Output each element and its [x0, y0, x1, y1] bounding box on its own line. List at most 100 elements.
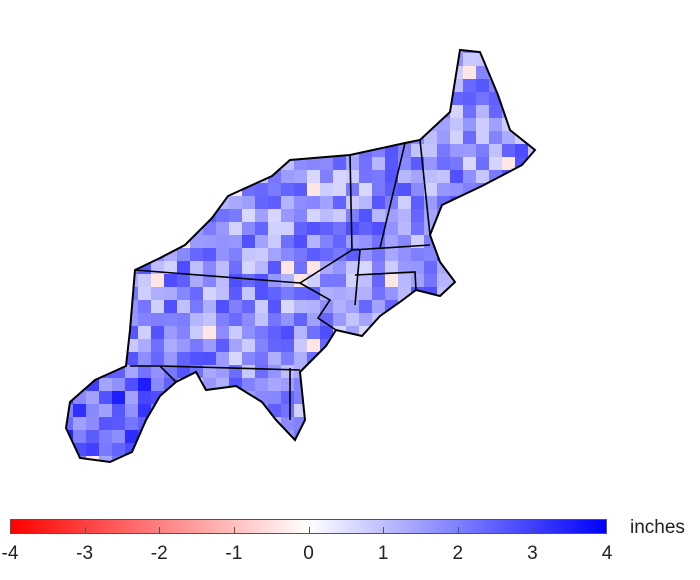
grid-cell: [320, 326, 333, 339]
grid-cell: [216, 404, 229, 417]
grid-cell: [398, 92, 411, 105]
grid-cell: [216, 287, 229, 300]
grid-cell: [190, 404, 203, 417]
grid-cell: [476, 92, 489, 105]
grid-cell: [463, 79, 476, 92]
grid-cell: [216, 157, 229, 170]
grid-cell: [99, 430, 112, 443]
grid-cell: [385, 443, 398, 456]
grid-cell: [86, 118, 99, 131]
grid-cell: [450, 222, 463, 235]
grid-cell: [385, 118, 398, 131]
grid-cell: [320, 235, 333, 248]
grid-cell: [242, 79, 255, 92]
grid-cell: [372, 404, 385, 417]
grid-cell: [66, 326, 73, 339]
grid-cell: [359, 209, 372, 222]
grid-cell: [502, 183, 515, 196]
grid-cell: [66, 118, 73, 131]
grid-cell: [489, 378, 502, 391]
grid-cell: [203, 378, 216, 391]
grid-cell: [320, 209, 333, 222]
grid-cell: [359, 222, 372, 235]
grid-cell: [502, 66, 515, 79]
grid-cell: [242, 248, 255, 261]
grid-cell: [424, 261, 437, 274]
grid-cell: [463, 196, 476, 209]
grid-cell: [372, 131, 385, 144]
grid-cell: [66, 417, 73, 430]
grid-cell: [125, 66, 138, 79]
grid-cell: [463, 456, 476, 462]
grid-cell: [73, 339, 86, 352]
grid-cell: [385, 248, 398, 261]
grid-cell: [541, 118, 554, 131]
grid-cell: [541, 274, 554, 287]
grid-cell: [86, 50, 99, 53]
grid-cell: [411, 274, 424, 287]
grid-cell: [86, 248, 99, 261]
colorbar-tick-label: -2: [150, 543, 168, 564]
grid-cell: [268, 183, 281, 196]
grid-cell: [528, 300, 535, 313]
grid-cell: [541, 443, 554, 456]
grid-cell: [502, 378, 515, 391]
grid-cell: [424, 274, 437, 287]
grid-cell: [450, 417, 463, 430]
grid-cell: [164, 326, 177, 339]
grid-cell: [333, 378, 346, 391]
grid-cell: [320, 222, 333, 235]
grid-cell: [203, 339, 216, 352]
grid-cell: [138, 469, 151, 482]
grid-cell: [346, 365, 359, 378]
grid-cell: [242, 404, 255, 417]
grid-cell: [281, 313, 294, 326]
grid-cell: [203, 50, 216, 53]
grid-cell: [138, 66, 151, 79]
grid-cell: [307, 144, 320, 157]
grid-cell: [346, 209, 359, 222]
grid-cell: [242, 66, 255, 79]
grid-cell: [99, 352, 112, 365]
grid-cell: [138, 326, 151, 339]
grid-cell: [73, 209, 86, 222]
grid-cell: [424, 79, 437, 92]
grid-cell: [424, 144, 437, 157]
grid-cell: [164, 300, 177, 313]
grid-cell: [346, 92, 359, 105]
grid-cell: [294, 144, 307, 157]
grid-cell: [489, 326, 502, 339]
grid-cell: [450, 287, 463, 300]
grid-cell: [359, 417, 372, 430]
grid-cell: [359, 430, 372, 443]
grid-cell: [385, 365, 398, 378]
grid-cell: [190, 118, 203, 131]
grid-cell: [164, 339, 177, 352]
grid-cell: [164, 92, 177, 105]
grid-cell: [203, 287, 216, 300]
state-border: [379, 142, 406, 249]
grid-cell: [203, 430, 216, 443]
grid-cell: [489, 300, 502, 313]
grid-cell: [112, 235, 125, 248]
grid-cell: [385, 157, 398, 170]
grid-cell: [242, 131, 255, 144]
grid-cell: [463, 170, 476, 183]
grid-cell: [372, 118, 385, 131]
grid-cell: [255, 118, 268, 131]
grid-cell: [216, 92, 229, 105]
grid-cell: [177, 365, 190, 378]
grid-cell: [463, 274, 476, 287]
grid-cell: [463, 118, 476, 131]
grid-cell: [333, 404, 346, 417]
grid-cell: [307, 248, 320, 261]
grid-cell: [151, 66, 164, 79]
grid-cell: [216, 131, 229, 144]
grid-cell: [203, 92, 216, 105]
grid-cell: [463, 417, 476, 430]
grid-cell: [242, 326, 255, 339]
grid-cell: [476, 326, 489, 339]
grid-cell: [216, 430, 229, 443]
grid-cell: [476, 313, 489, 326]
grid-cell: [242, 300, 255, 313]
